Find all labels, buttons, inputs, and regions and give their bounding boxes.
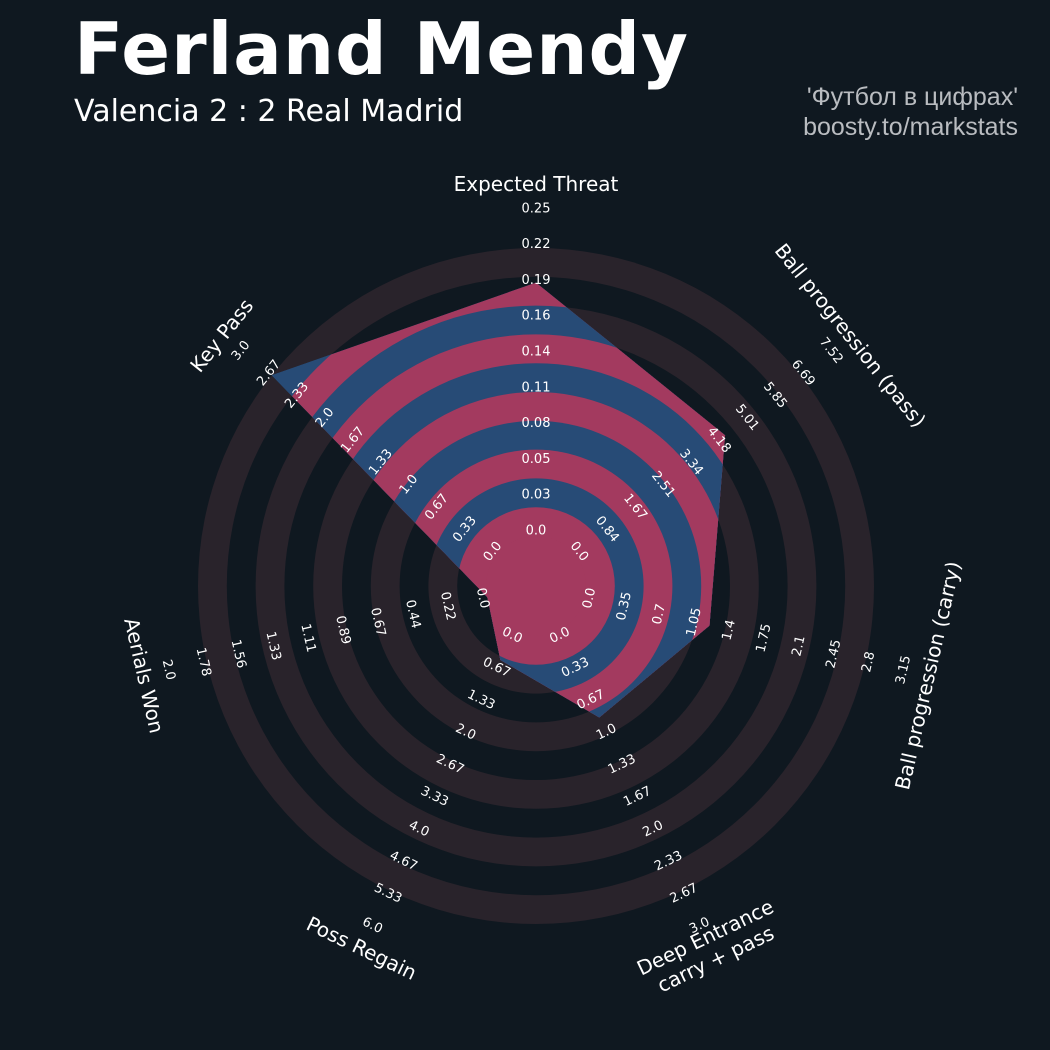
tick-label-ball-progression-carry-9: 3.15 [893,654,914,686]
tick-label-key-pass-9: 3.0 [229,338,254,364]
tick-label-expected-threat-7: 0.19 [522,273,551,288]
tick-label-expected-threat-8: 0.22 [522,237,551,252]
tick-label-ball-progression-carry-3: 1.05 [684,606,705,638]
tick-label-expected-threat-0: 0.0 [526,524,547,539]
tick-label-expected-threat-4: 0.11 [522,380,551,395]
player-name-title: Ferland Mendy [74,7,689,91]
tick-label-ball-progression-carry-0: 0.0 [580,586,599,610]
tick-label-ball-progression-carry-5: 1.75 [754,622,775,654]
param-label-key-pass: Key Pass [185,294,258,377]
tick-label-expected-threat-2: 0.05 [522,452,551,467]
tick-label-poss-regain-9: 6.0 [360,915,385,937]
credit-block: 'Футбол в цифрах' boosty.to/markstats [803,82,1018,142]
tick-label-ball-progression-carry-7: 2.45 [823,638,844,670]
tick-label-aerials-won-4: 0.89 [332,614,353,646]
tick-label-aerials-won-5: 1.11 [297,622,318,654]
center-circle [486,536,586,636]
tick-label-expected-threat-3: 0.08 [522,416,551,431]
tick-label-ball-progression-carry-2: 0.7 [650,602,669,626]
credit-line-channel: 'Футбол в цифрах' [806,83,1018,111]
param-label-line: Aerials Won [119,616,169,736]
credit-line-url: boosty.to/markstats [803,113,1018,141]
param-label-deep-entrance-carry-pass: Deep Entrancecarry + pass [633,894,788,1002]
tick-label-aerials-won-9: 2.0 [159,658,178,682]
tick-label-ball-progression-carry-6: 2.1 [789,634,808,658]
tick-label-aerials-won-0: 0.0 [473,586,492,610]
param-label-expected-threat: Expected Threat [454,172,619,196]
param-label-line: Key Pass [185,294,258,377]
tick-label-ball-progression-carry-4: 1.4 [720,618,739,642]
tick-label-ball-progression-carry-8: 2.8 [859,650,878,674]
match-subtitle: Valencia 2 : 2 Real Madrid [74,94,464,129]
tick-label-expected-threat-6: 0.16 [522,309,551,324]
tick-label-expected-threat-9: 0.25 [522,201,551,216]
param-label-aerials-won: Aerials Won [119,616,169,736]
tick-label-aerials-won-3: 0.67 [367,606,388,638]
tick-label-expected-threat-5: 0.14 [522,345,551,360]
param-label-line: Expected Threat [454,172,619,196]
tick-label-aerials-won-6: 1.33 [262,630,283,662]
tick-label-ball-progression-carry-1: 0.35 [614,590,635,622]
tick-label-aerials-won-1: 0.22 [437,590,458,622]
tick-label-aerials-won-8: 1.78 [193,646,214,678]
tick-label-expected-threat-1: 0.03 [522,488,551,503]
tick-label-aerials-won-7: 1.56 [228,638,249,670]
tick-label-aerials-won-2: 0.44 [402,598,423,630]
